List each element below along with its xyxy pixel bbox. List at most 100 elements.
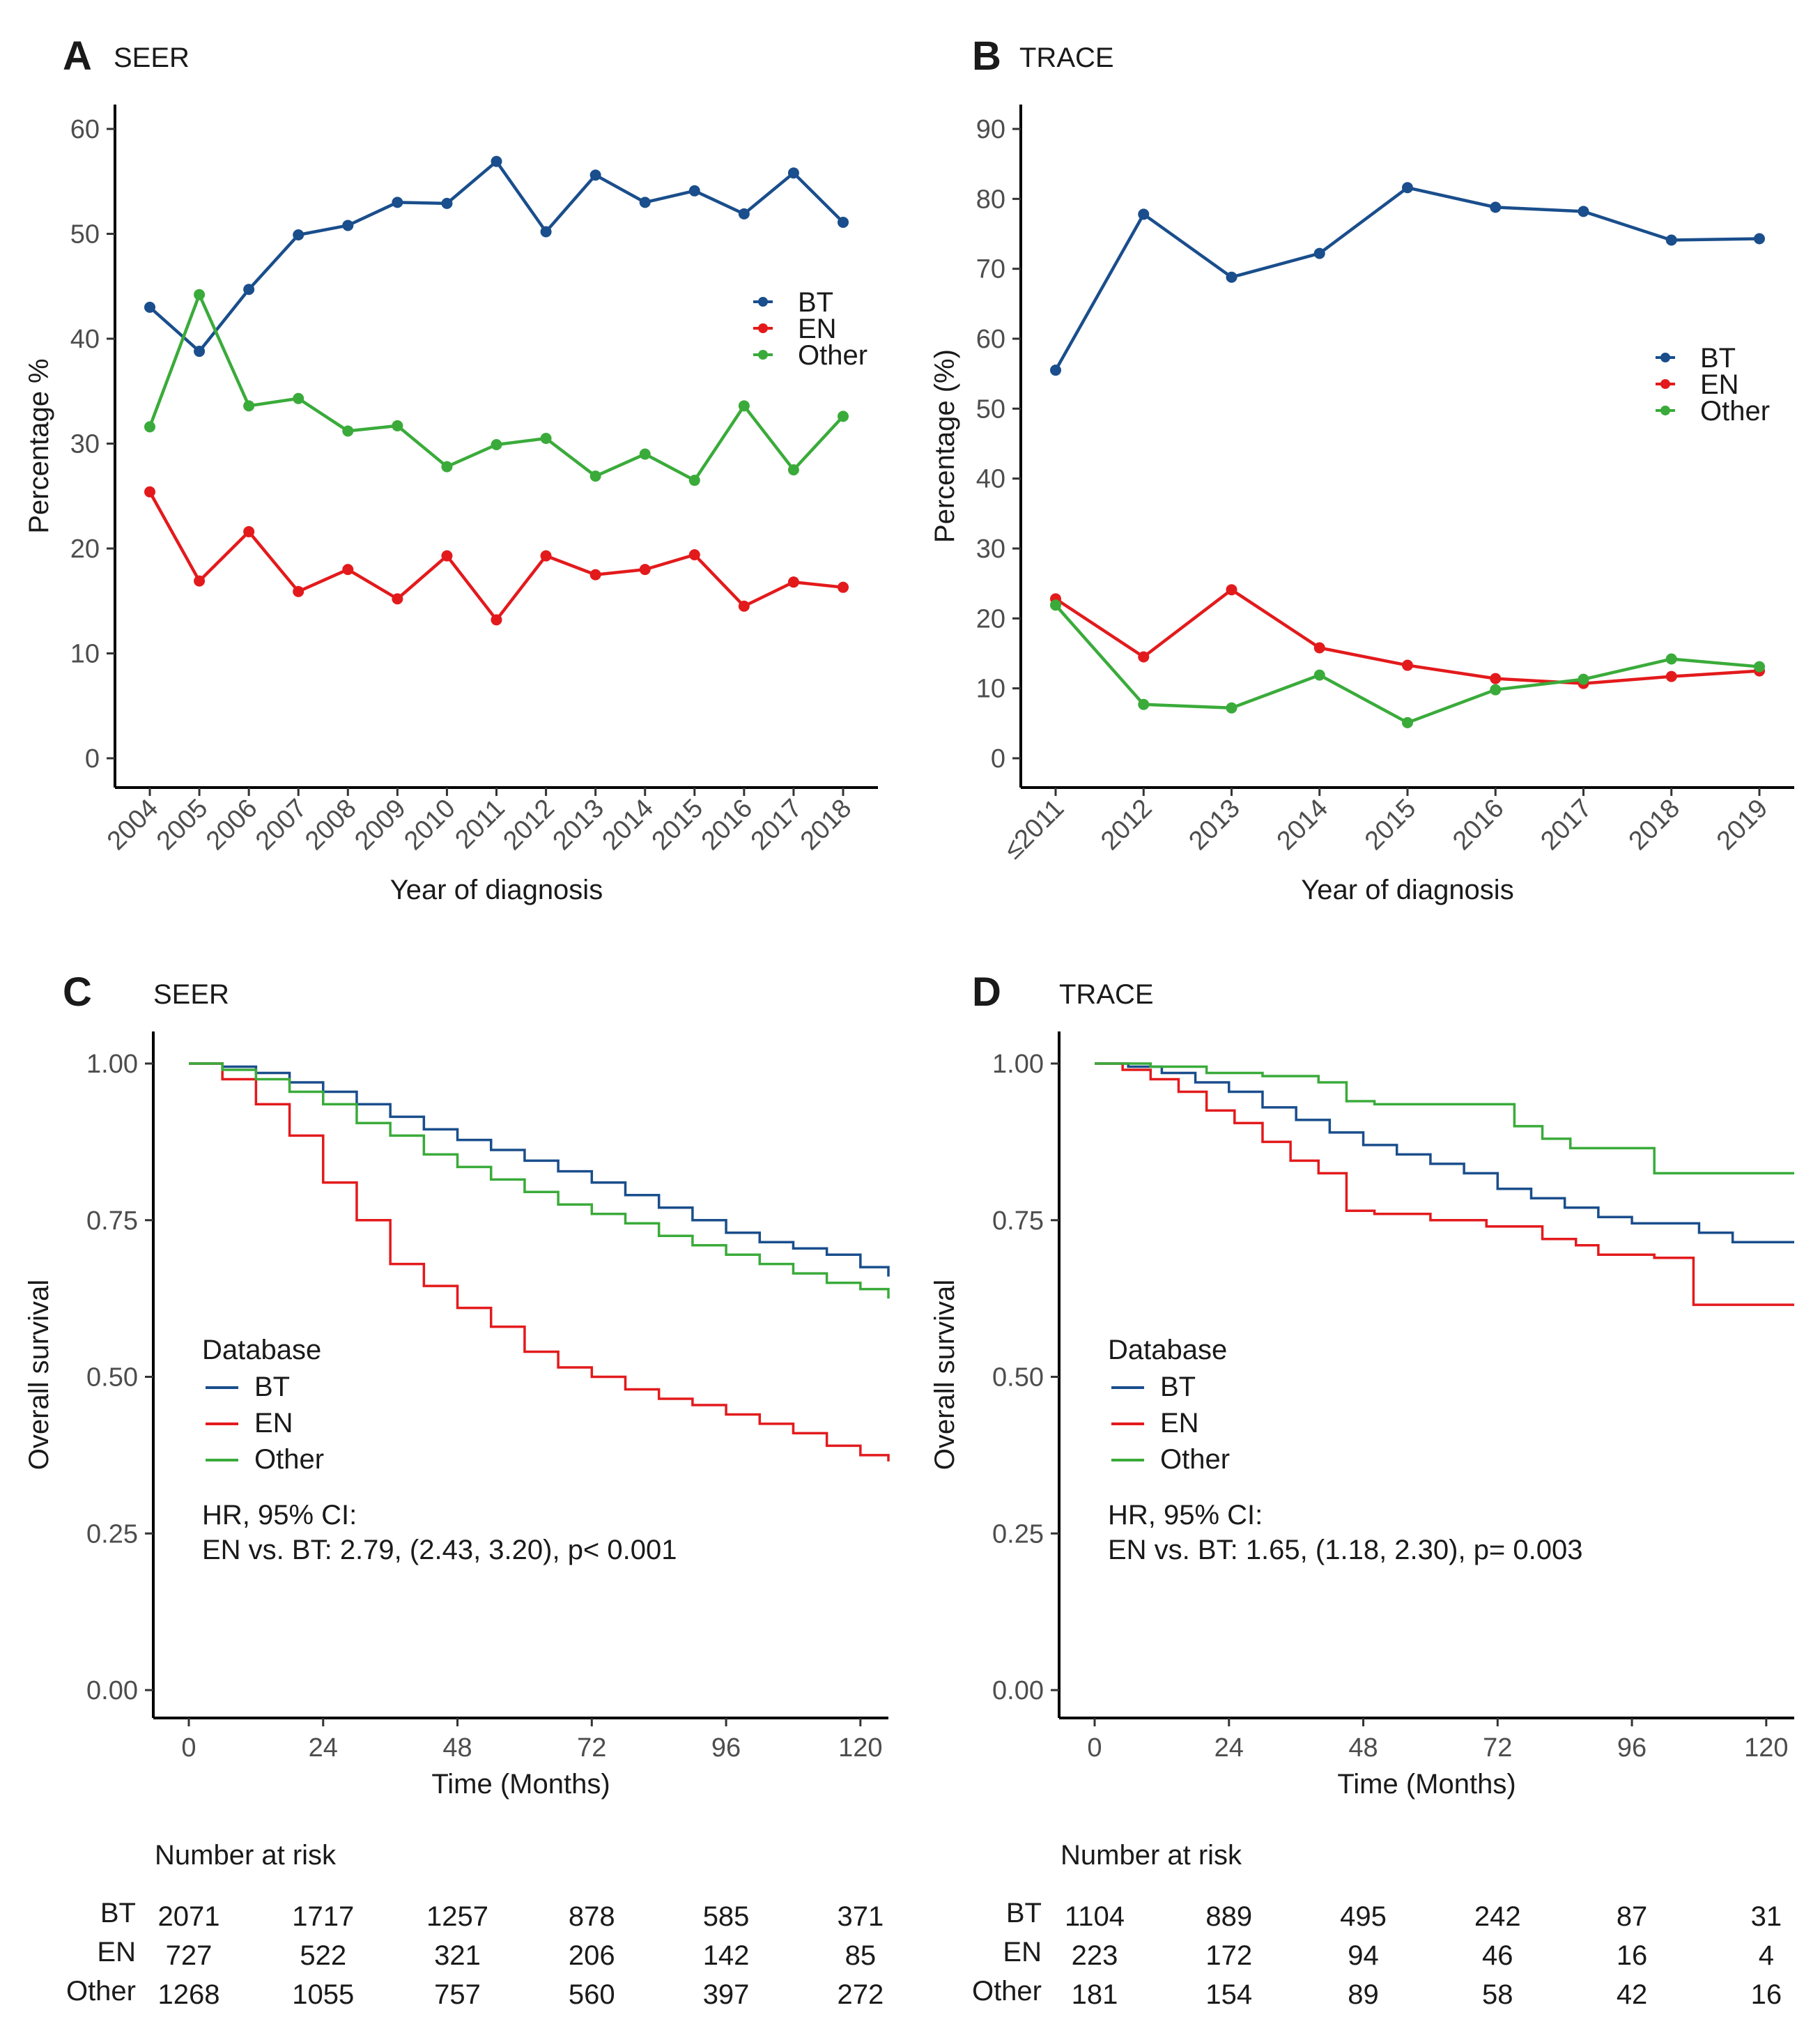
x-tick-label: 120 — [838, 1733, 882, 1763]
y-tick-label: 50 — [70, 220, 100, 250]
legend-label-en: EN — [1700, 369, 1739, 400]
survival-curve-en — [189, 1062, 890, 1462]
panel-letter: D — [972, 969, 1001, 1015]
data-point-bt — [194, 346, 206, 358]
risk-table-title: Number at risk — [1061, 1840, 1242, 1871]
risk-count: 1104 — [1065, 1901, 1125, 1932]
risk-row-label-en: EN — [97, 1937, 136, 1967]
data-point-bt — [243, 284, 255, 296]
legend-label-bt: BT — [1700, 343, 1736, 374]
data-point-bt — [639, 197, 651, 208]
y-tick-label: 40 — [976, 465, 1005, 494]
y-tick-label: 70 — [976, 255, 1005, 284]
risk-count: 2071 — [158, 1901, 220, 1932]
risk-count: 560 — [569, 1979, 615, 2010]
data-point-bt — [688, 185, 700, 197]
risk-row-label-bt: BT — [100, 1898, 136, 1928]
legend-label-bt: BT — [254, 1372, 290, 1402]
risk-count: 272 — [837, 1979, 884, 2010]
panel-title: SEER — [114, 43, 190, 73]
y-tick-label: 90 — [976, 115, 1005, 144]
y-tick-label: 50 — [976, 394, 1005, 424]
x-tick-label: 2019 — [1711, 794, 1773, 856]
x-tick-label: 2012 — [1095, 794, 1157, 856]
risk-count: 1257 — [426, 1901, 488, 1932]
data-point-en — [738, 600, 750, 612]
data-point-other — [540, 432, 552, 444]
data-point-other — [688, 475, 700, 486]
x-tick-label: 2016 — [696, 794, 758, 856]
risk-count: 142 — [703, 1940, 750, 1971]
x-tick-label: 2013 — [1183, 794, 1245, 856]
risk-row-label-other: Other — [972, 1976, 1042, 2007]
risk-count: 1268 — [158, 1979, 220, 2010]
legend-marker-other — [758, 350, 768, 360]
data-point-bt — [1578, 206, 1589, 217]
x-tick-label: 2007 — [250, 794, 312, 856]
risk-table-title: Number at risk — [155, 1840, 337, 1871]
data-point-other — [1138, 698, 1150, 710]
x-tick-label: 24 — [309, 1733, 338, 1763]
panel-c: C SEER 0.00 0.25 0.50 0.75 1.00 0 24 48 72 96 120 Tim… — [24, 969, 890, 2010]
data-point-bt — [293, 229, 304, 241]
data-point-en — [1665, 670, 1677, 682]
data-point-bt — [1490, 201, 1502, 213]
panel-title: TRACE — [1019, 43, 1114, 73]
legend-marker-bt — [758, 297, 768, 307]
legend-marker-other — [1660, 406, 1670, 415]
risk-count: 89 — [1348, 1979, 1379, 2010]
y-tick-label: 1.00 — [86, 1050, 138, 1079]
data-point-other — [639, 448, 651, 460]
x-tick-label: 48 — [442, 1733, 472, 1763]
y-tick-label: 0.25 — [86, 1519, 138, 1549]
risk-row-label-bt: BT — [1006, 1898, 1042, 1928]
x-tick-label: 2012 — [498, 794, 560, 856]
data-point-other — [243, 400, 255, 412]
data-point-en — [540, 550, 552, 562]
data-point-bt — [1226, 271, 1237, 283]
legend-label-other: Other — [1700, 396, 1770, 427]
data-point-other — [1226, 702, 1237, 714]
risk-count: 58 — [1482, 1979, 1513, 2010]
risk-table: Number at risk BT 2071 1717 1257 878 585 371 EN 7… — [66, 1840, 884, 2010]
series-line-other — [148, 293, 845, 482]
x-tick-label: 2008 — [300, 794, 362, 856]
data-point-other — [491, 439, 502, 451]
survival-curve-bt — [1095, 1062, 1794, 1243]
data-point-en — [838, 581, 849, 593]
y-tick-label: 1.00 — [992, 1050, 1044, 1079]
risk-count: 727 — [166, 1940, 213, 1971]
data-point-bt — [342, 220, 354, 231]
x-tick-label: 2006 — [201, 794, 263, 856]
data-point-bt — [392, 197, 403, 208]
x-tick-label: 96 — [711, 1733, 741, 1763]
y-tick-label: 60 — [70, 115, 100, 144]
series-line-bt — [1054, 186, 1760, 371]
risk-row-label-en: EN — [1003, 1937, 1042, 1967]
risk-table: Number at risk BT 1104 889 495 242 87 31 EN 223 17… — [972, 1840, 1782, 2010]
legend-marker-bt — [1660, 353, 1670, 362]
legend: Database BT EN Other — [202, 1335, 324, 1475]
risk-count: 1055 — [292, 1979, 354, 2010]
legend-label-other: Other — [254, 1444, 324, 1475]
y-tick-label: 0 — [85, 744, 100, 774]
x-tick-label: 0 — [1087, 1733, 1102, 1763]
x-tick-label: 2004 — [102, 794, 164, 856]
risk-count: 522 — [300, 1940, 346, 1971]
data-point-other — [392, 420, 403, 431]
x-tick-label: 2017 — [1535, 794, 1597, 856]
risk-count: 46 — [1482, 1940, 1513, 1971]
risk-row-label-other: Other — [66, 1976, 136, 2007]
risk-count: 87 — [1617, 1901, 1648, 1932]
risk-count: 4 — [1759, 1940, 1774, 1971]
data-point-other — [1665, 653, 1677, 665]
data-point-en — [639, 564, 651, 576]
data-point-en — [688, 549, 700, 561]
panel-d: D TRACE 0.00 0.25 0.50 0.75 1.00 0 24 48 72 96 120 Ti… — [930, 969, 1794, 2010]
legend-label-other: Other — [798, 340, 867, 371]
x-tick-label: 2010 — [399, 794, 461, 856]
data-point-en — [491, 614, 502, 626]
hr-annotation: EN vs. BT: 1.65, (1.18, 2.30), p= 0.003 — [1108, 1535, 1583, 1565]
data-point-bt — [838, 216, 849, 228]
